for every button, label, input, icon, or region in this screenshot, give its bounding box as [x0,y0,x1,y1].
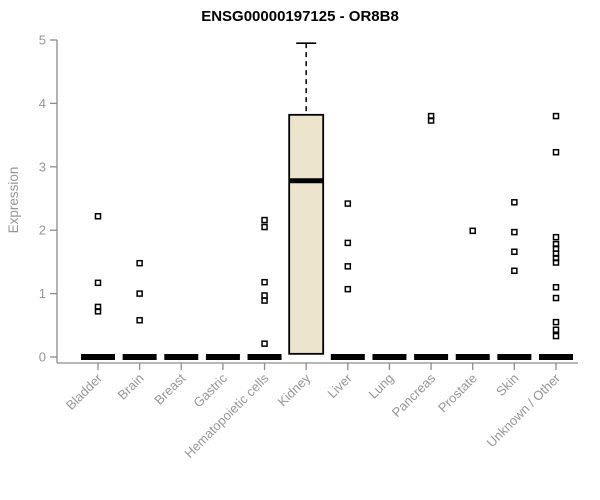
x-tick-label-breast: Breast [151,370,188,407]
x-tick-label-skin: Skin [493,371,521,399]
outlier-point-pancreas [427,117,435,124]
collapsed-box-lung [372,354,407,360]
x-tick-label-kidney: Kidney [275,370,314,409]
box-kidney [288,113,325,355]
y-tick-label: 3 [39,159,46,174]
outlier-point-skin [511,228,518,236]
outlier-point-hematopoietic-cells [261,223,268,231]
box-series [81,42,573,360]
x-tick-label-liver: Liver [324,370,355,401]
y-tick-label: 5 [39,33,46,48]
collapsed-box-skin [497,354,532,360]
x-tick-label-brain: Brain [115,371,147,403]
outlier-point-unknown-other [552,112,560,120]
collapsed-box-liver [330,354,365,360]
outlier-point-unknown-other [552,326,560,333]
outlier-point-skin [511,248,518,256]
outlier-point-unknown-other [552,148,560,156]
x-tick-label-prostate: Prostate [435,371,480,416]
collapsed-box-hematopoietic-cells [247,354,282,360]
collapsed-box-pancreas [414,354,449,360]
outlier-point-unknown-other [552,245,560,252]
outlier-point-hematopoietic-cells [261,216,268,224]
y-axis-label: Expression [6,167,21,234]
outlier-point-liver [344,239,352,247]
outlier-point-bladder [94,213,102,220]
collapsed-box-unknown-other [539,354,573,360]
y-tick-label: 1 [39,286,46,301]
outlier-point-unknown-other [552,332,560,340]
outlier-point-liver [344,285,352,293]
outlier-point-hematopoietic-cells [261,340,268,347]
outlier-point-unknown-other [552,233,560,241]
outlier-point-unknown-other [552,294,560,302]
outlier-point-liver [344,200,352,207]
x-tick-label-gastric: Gastric [190,370,230,410]
x-tick-label-unknown-other: Unknown / Other [484,370,564,450]
chart-title: ENSG00000197125 - OR8B8 [201,8,399,25]
y-tick-label: 0 [39,350,46,365]
x-tick-label-pancreas: Pancreas [389,370,439,420]
outlier-point-unknown-other [552,259,560,266]
collapsed-box-gastric [205,354,240,360]
outlier-point-skin [511,199,518,206]
collapsed-box-breast [164,354,199,360]
outlier-point-hematopoietic-cells [261,278,268,286]
collapsed-box-prostate [455,354,490,360]
collapsed-box-brain [122,354,157,360]
outlier-point-brain [136,259,143,267]
outlier-point-bladder [94,308,102,315]
x-tick-label-bladder: Bladder [63,370,106,413]
y-tick-label: 4 [39,96,46,111]
outlier-point-hematopoietic-cells [261,297,268,304]
outlier-point-liver [344,263,352,270]
collapsed-box-bladder [81,354,115,360]
y-tick-label: 2 [39,223,46,238]
outlier-point-unknown-other [552,284,560,291]
outlier-point-unknown-other [552,318,560,326]
outlier-point-brain [136,290,143,297]
outlier-point-brain [136,316,143,324]
outlier-point-hematopoietic-cells [261,292,268,299]
outlier-point-skin [511,267,518,275]
x-tick-label-lung: Lung [366,371,397,402]
outlier-point-prostate [469,227,476,235]
outlier-point-bladder [94,279,102,287]
